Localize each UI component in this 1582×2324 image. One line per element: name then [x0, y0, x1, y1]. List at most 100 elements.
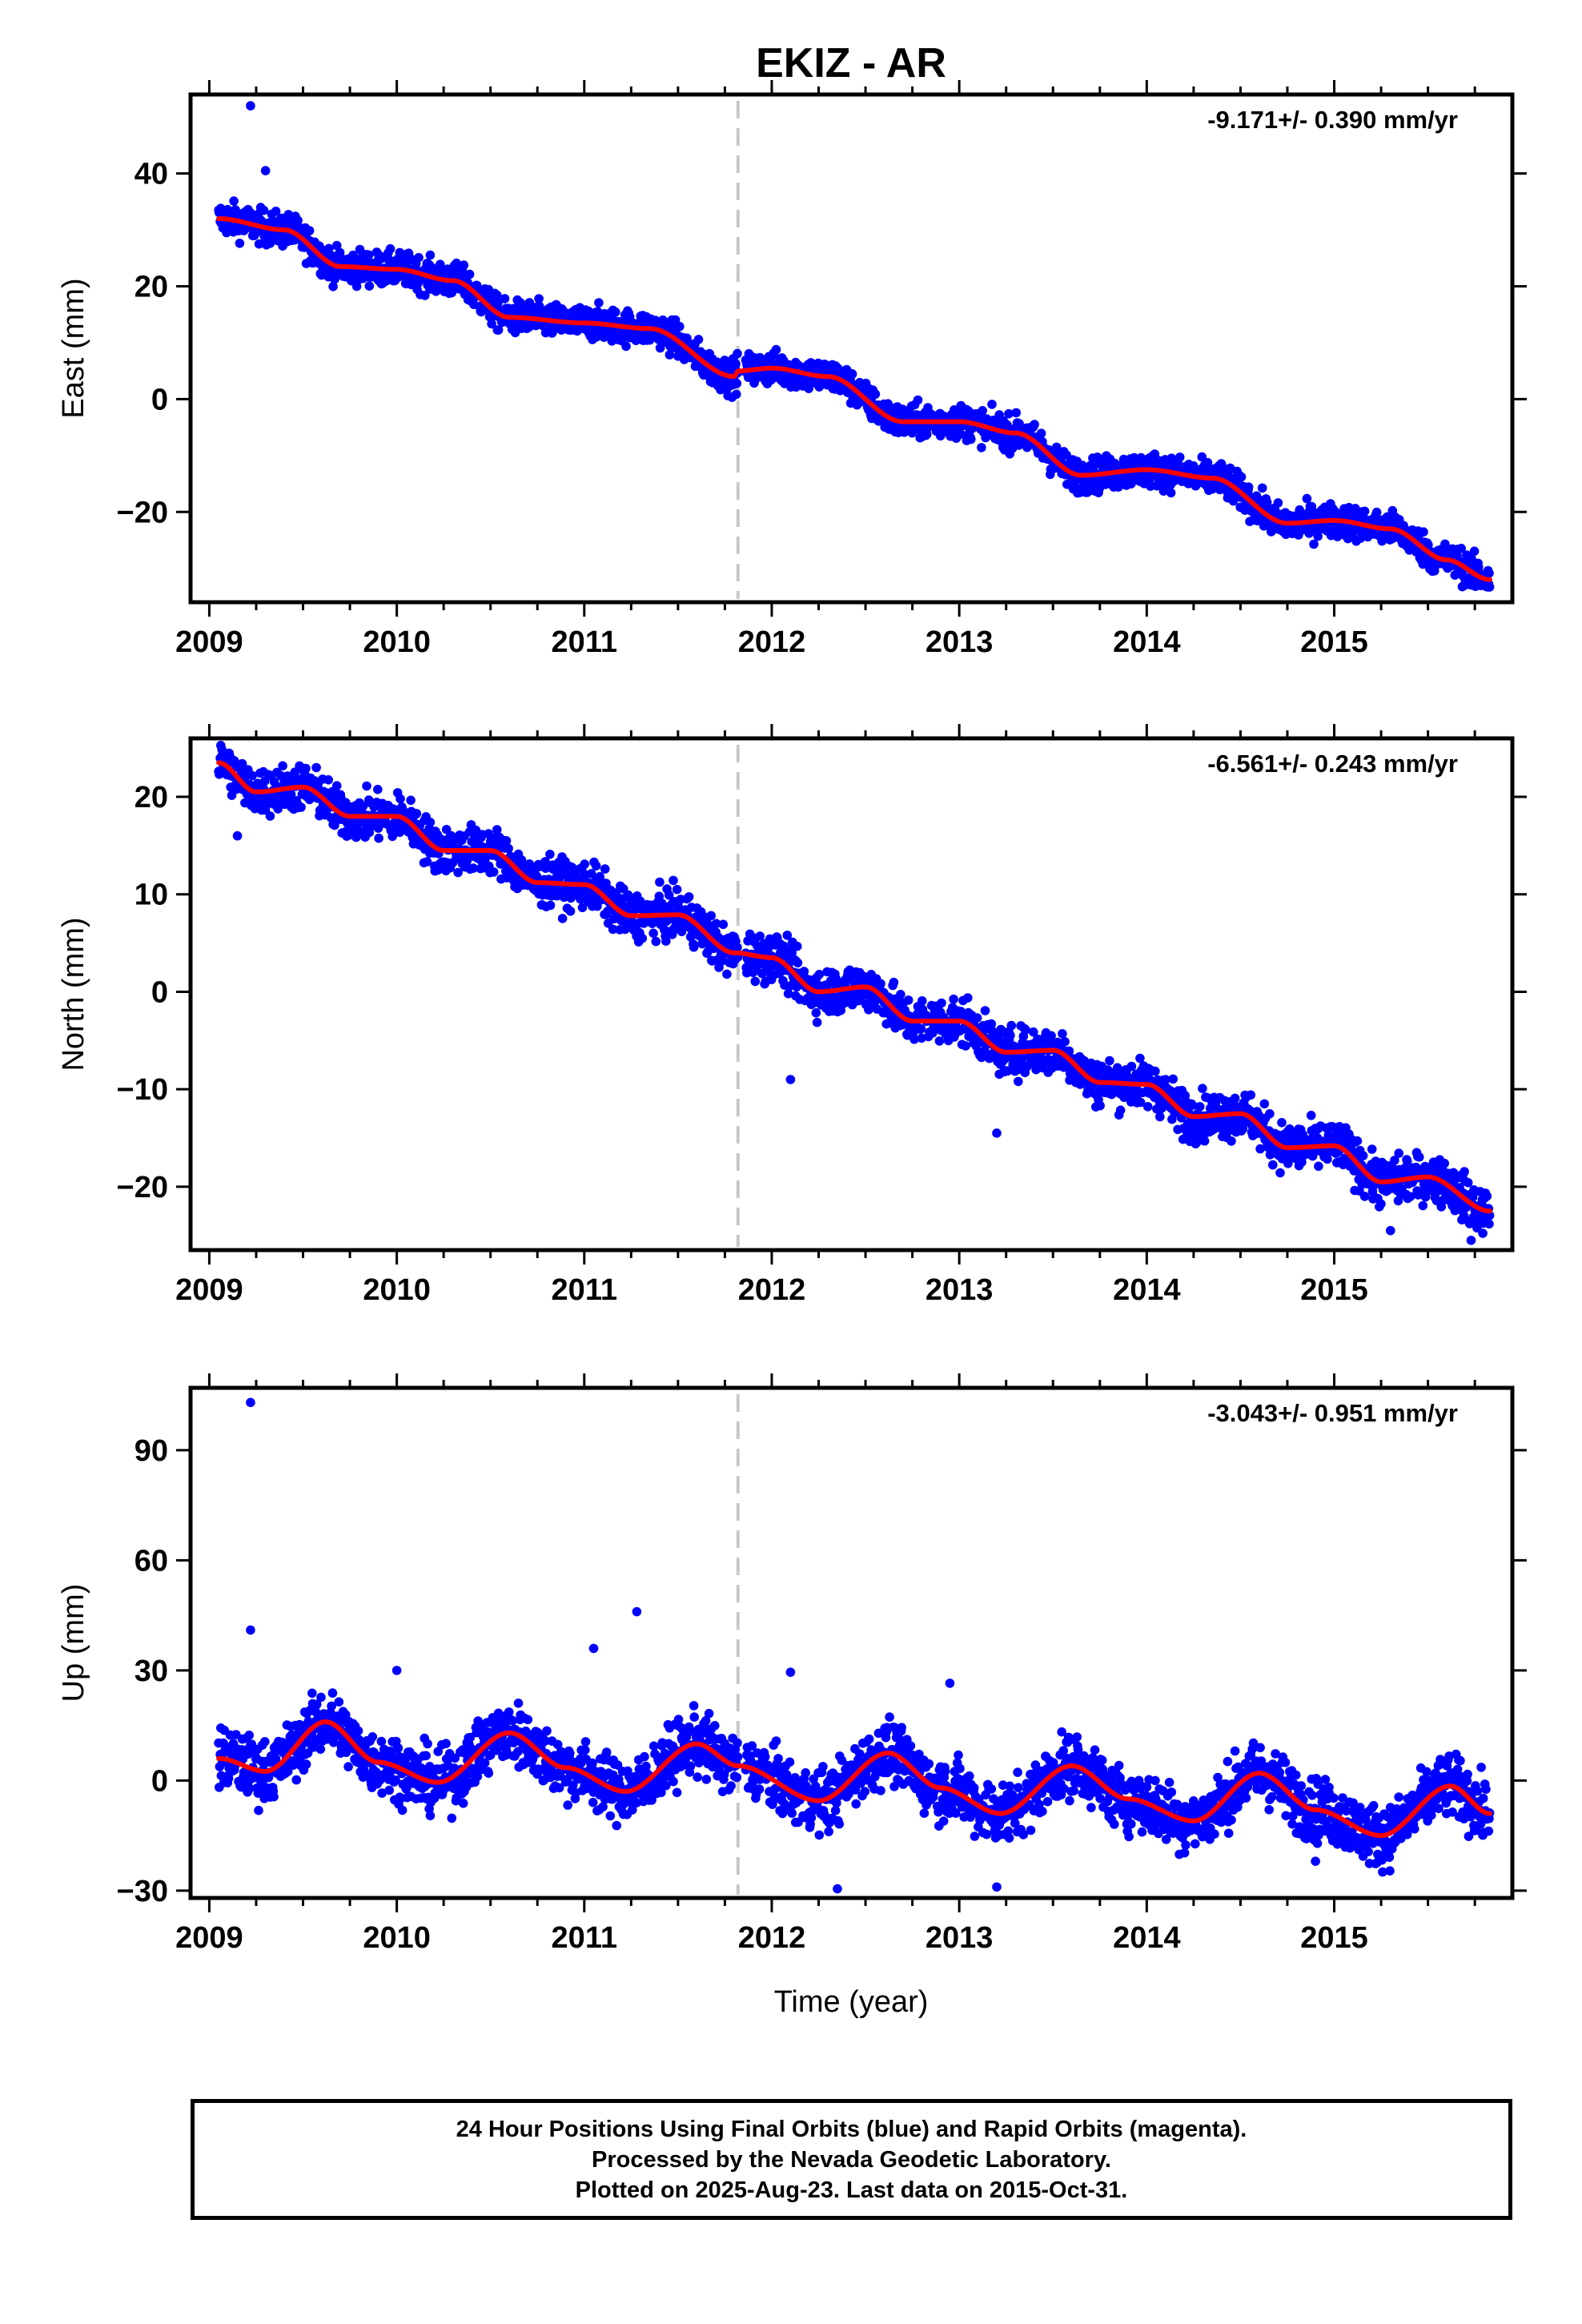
data-point — [1011, 408, 1021, 418]
data-point — [452, 258, 461, 268]
data-point — [793, 958, 803, 968]
chart-title: EKIZ - AR — [756, 40, 946, 86]
data-point — [1021, 1025, 1030, 1035]
data-point — [540, 863, 551, 873]
data-point — [937, 998, 946, 1008]
data-point — [921, 429, 932, 439]
north-panel: 2009 2010 2011 2012 2013 2014 2015−20−1001020N… — [57, 724, 1527, 1307]
data-point — [812, 1017, 822, 1027]
data-point — [601, 879, 611, 888]
data-point — [331, 781, 342, 790]
data-point — [1105, 1055, 1114, 1066]
velocity-annotation: -6.561+/- 0.243 mm/yr — [1207, 750, 1458, 778]
data-point — [591, 861, 601, 870]
data-point — [441, 825, 452, 834]
data-point — [1243, 482, 1254, 492]
model-fit-line — [216, 216, 1492, 582]
data-point — [406, 795, 416, 806]
data-point — [1352, 1136, 1363, 1146]
data-point — [648, 928, 658, 939]
data-point — [972, 1013, 982, 1023]
y-tick-label: 0 — [151, 975, 168, 1009]
data-point — [1030, 420, 1039, 429]
data-point — [459, 260, 469, 270]
data-point — [980, 1006, 990, 1015]
data-point — [783, 989, 793, 999]
data-point — [1166, 488, 1176, 498]
data-point — [839, 998, 849, 1008]
x-tick-label: 2012 — [738, 1273, 806, 1307]
data-point — [1309, 539, 1319, 549]
data-point — [811, 1007, 821, 1018]
data-point — [331, 240, 342, 251]
data-point — [963, 993, 973, 1003]
data-point — [611, 307, 620, 317]
data-point — [934, 1036, 945, 1046]
data-point — [1051, 442, 1062, 452]
data-point — [966, 434, 976, 444]
data-point — [1168, 1074, 1178, 1084]
y-axis-label: North (mm) — [57, 917, 90, 1071]
data-point — [278, 761, 287, 771]
data-point — [1478, 1228, 1488, 1238]
data-point — [453, 867, 463, 878]
y-tick-label: 10 — [135, 879, 168, 912]
data-point — [693, 335, 704, 344]
data-point — [1155, 1112, 1165, 1122]
data-point — [492, 825, 502, 834]
data-point — [1257, 483, 1267, 493]
data-point — [1004, 408, 1014, 419]
east-panel: 2009 2010 2011 2012 2013 2014 2015−2002040East… — [57, 80, 1527, 659]
data-point — [664, 891, 674, 900]
data-point — [949, 994, 958, 1004]
data-point — [358, 801, 368, 811]
data-point — [977, 443, 986, 452]
data-point — [917, 996, 927, 1006]
data-point — [1390, 1156, 1399, 1165]
data-point — [237, 758, 247, 769]
outlier-point — [1466, 1236, 1476, 1245]
data-point — [870, 389, 881, 399]
data-point — [1419, 527, 1428, 537]
data-point — [722, 969, 732, 979]
data-point — [492, 290, 502, 300]
data-point — [1006, 1020, 1017, 1031]
data-point — [414, 252, 424, 263]
data-point — [782, 931, 793, 940]
data-point — [1415, 1152, 1424, 1162]
data-point — [1126, 1061, 1137, 1072]
data-point — [493, 298, 503, 308]
data-point — [987, 400, 997, 409]
x-tick-label: 2013 — [926, 1273, 994, 1307]
x-tick-label: 2014 — [1113, 625, 1181, 659]
data-point — [293, 215, 303, 226]
data-point — [1158, 486, 1169, 496]
y-tick-label: −10 — [117, 1073, 168, 1107]
data-point — [1238, 1124, 1248, 1134]
data-point — [675, 321, 685, 332]
data-point — [1436, 1202, 1447, 1212]
data-point — [396, 794, 405, 804]
data-point — [1014, 1076, 1023, 1087]
data-point — [1150, 1066, 1160, 1076]
x-tick-label: 2015 — [1300, 625, 1368, 659]
data-point — [637, 933, 648, 943]
plot-frame — [188, 736, 1515, 1252]
data-point — [876, 979, 885, 989]
data-point — [1405, 1192, 1415, 1201]
data-point — [814, 970, 825, 979]
data-point — [1064, 1046, 1074, 1056]
data-point — [586, 869, 596, 879]
data-point — [718, 919, 729, 930]
data-point — [420, 291, 430, 300]
data-point — [1273, 498, 1283, 508]
data-point — [387, 831, 398, 842]
data-point — [661, 936, 671, 946]
data-point — [504, 843, 513, 854]
data-point — [1418, 1200, 1428, 1211]
x-tick-label: 2011 — [552, 625, 617, 659]
data-point — [1307, 1151, 1318, 1161]
data-point — [1187, 1100, 1198, 1110]
data-point — [1463, 1178, 1473, 1188]
